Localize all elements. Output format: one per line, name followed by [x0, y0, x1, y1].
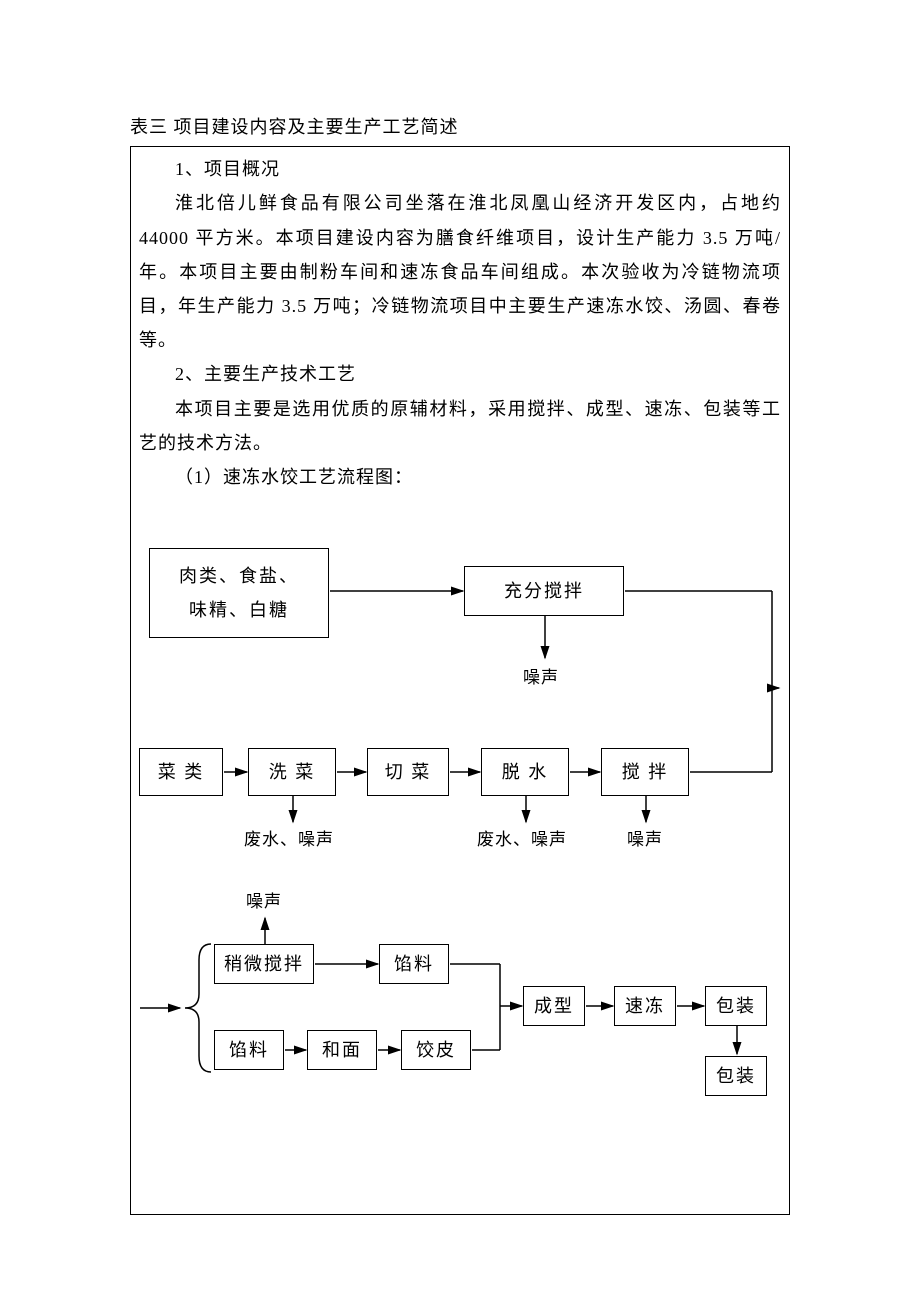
table-title: 表三 项目建设内容及主要生产工艺简述	[130, 110, 790, 144]
paragraph-1: 淮北倍儿鲜食品有限公司坐落在淮北凤凰山经济开发区内，占地约 44000 平方米。…	[139, 186, 781, 357]
node-wash-label: 洗 菜	[269, 755, 316, 789]
node-slight-mix-label: 稍微搅拌	[224, 947, 304, 981]
node-freeze: 速冻	[614, 986, 676, 1026]
node-dough-label: 和面	[322, 1033, 362, 1067]
label-noise-1: 噪声	[523, 662, 559, 694]
node-stir-label: 搅 拌	[622, 755, 669, 789]
node-mix-full-label: 充分搅拌	[504, 574, 584, 608]
brace-icon	[181, 940, 215, 1076]
node-dewater: 脱 水	[481, 748, 569, 796]
node-filling: 馅料	[379, 944, 449, 984]
node-filling-label: 馅料	[394, 947, 434, 981]
node-freeze-label: 速冻	[625, 989, 665, 1023]
flow-title: （1）速冻水饺工艺流程图：	[139, 460, 781, 494]
paragraph-2: 本项目主要是选用优质的原辅材料，采用搅拌、成型、速冻、包装等工艺的技术方法。	[139, 392, 781, 460]
node-wrapper-label: 饺皮	[416, 1033, 456, 1067]
node-stir: 搅 拌	[601, 748, 689, 796]
node-wash: 洗 菜	[248, 748, 336, 796]
node-dewater-label: 脱 水	[502, 755, 549, 789]
node-dough: 和面	[307, 1030, 377, 1070]
node-veg-label: 菜 类	[158, 755, 205, 789]
node-pack2: 包装	[705, 1056, 767, 1096]
node-ingredients: 肉类、食盐、 味精、白糖	[149, 548, 329, 638]
section2-heading: 2、主要生产技术工艺	[139, 357, 781, 391]
node-form-label: 成型	[534, 989, 574, 1023]
label-waste-2: 废水、噪声	[477, 824, 567, 856]
node-pack2-label: 包装	[716, 1059, 756, 1093]
label-noise-2: 噪声	[627, 824, 663, 856]
section1-heading: 1、项目概况	[139, 152, 781, 186]
node-filling2: 馅料	[214, 1030, 284, 1070]
main-content-border: 1、项目概况 淮北倍儿鲜食品有限公司坐落在淮北凤凰山经济开发区内，占地约 440…	[130, 146, 790, 1215]
node-pack-label: 包装	[716, 989, 756, 1023]
node-veg: 菜 类	[139, 748, 223, 796]
node-cut: 切 菜	[367, 748, 449, 796]
label-noise-3: 噪声	[246, 886, 282, 918]
label-waste-1: 废水、噪声	[244, 824, 334, 856]
node-mix-full: 充分搅拌	[464, 566, 624, 616]
node-pack: 包装	[705, 986, 767, 1026]
node-wrapper: 饺皮	[401, 1030, 471, 1070]
node-form: 成型	[523, 986, 585, 1026]
node-cut-label: 切 菜	[385, 755, 432, 789]
node-ingredients-label: 肉类、食盐、 味精、白糖	[179, 559, 299, 627]
flowchart: 肉类、食盐、 味精、白糖 充分搅拌 噪声 菜 类 洗 菜 切 菜 脱 水 搅 拌…	[139, 524, 781, 1144]
node-slight-mix: 稍微搅拌	[214, 944, 314, 984]
node-filling2-label: 馅料	[229, 1033, 269, 1067]
